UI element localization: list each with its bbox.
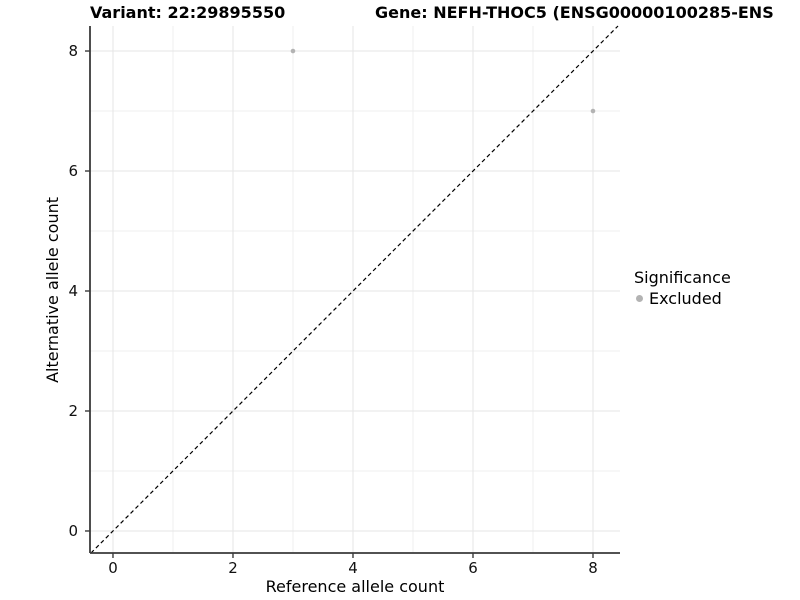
y-axis-title-container: Alternative allele count: [42, 26, 63, 553]
y-axis-title: Alternative allele count: [43, 196, 62, 383]
legend-items: Excluded: [634, 289, 731, 308]
y-tick-label: 0: [68, 521, 78, 540]
legend-item-label: Excluded: [649, 289, 722, 308]
y-tick-label: 6: [68, 162, 78, 180]
identity-line: [90, 25, 619, 554]
x-tick-label: 2: [228, 559, 238, 577]
legend-title: Significance: [634, 268, 731, 287]
x-tick-label: 0: [108, 559, 118, 577]
x-tick-label: 8: [588, 559, 598, 577]
y-tick-label: 2: [68, 401, 78, 420]
gene-title: Gene: NEFH-THOC5 (ENSG00000100285-ENS: [375, 3, 774, 22]
legend: Significance Excluded: [634, 268, 731, 308]
data-point: [590, 108, 596, 114]
legend-point-icon: [636, 295, 643, 302]
x-axis-title: Reference allele count: [265, 577, 445, 596]
x-tick-label: 4: [348, 559, 358, 577]
data-point: [290, 48, 296, 54]
variant-title: Variant: 22:29895550: [90, 3, 286, 22]
legend-item: Excluded: [636, 289, 731, 308]
y-tick-label: 8: [68, 42, 78, 61]
y-tick-label: 4: [68, 281, 78, 300]
x-tick-label: 6: [468, 559, 478, 577]
